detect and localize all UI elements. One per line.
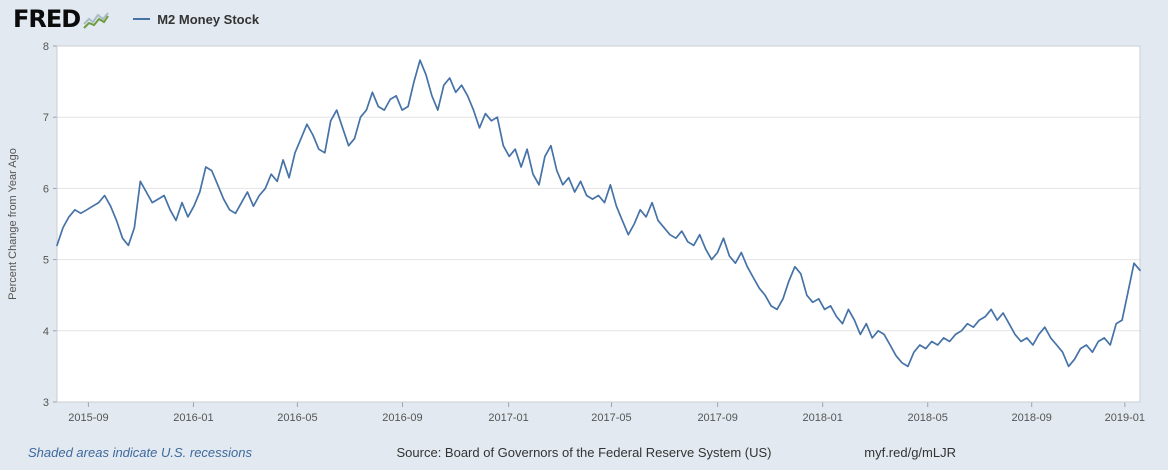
svg-text:7: 7 xyxy=(43,112,49,124)
svg-text:2019-01: 2019-01 xyxy=(1105,412,1145,424)
legend-series-label: M2 Money Stock xyxy=(157,11,260,27)
chart-plot-canvas: Percent Change from Year Ago 3 4 5 6 7 8 2015-… xyxy=(7,41,1145,424)
svg-text:2017-05: 2017-05 xyxy=(591,412,631,424)
svg-text:2017-01: 2017-01 xyxy=(488,412,528,424)
svg-text:6: 6 xyxy=(43,183,49,195)
legend-line-swatch xyxy=(133,18,151,20)
svg-text:5: 5 xyxy=(43,255,49,267)
chart-footer: Shaded areas indicate U.S. recessions So… xyxy=(0,440,1168,470)
svg-text:2018-09: 2018-09 xyxy=(1012,412,1052,424)
svg-text:2018-05: 2018-05 xyxy=(908,412,948,424)
legend[interactable]: M2 Money Stock xyxy=(133,12,259,27)
fred-logo[interactable]: FRED xyxy=(13,5,110,33)
svg-text:4: 4 xyxy=(43,326,49,338)
svg-text:2016-05: 2016-05 xyxy=(277,412,317,424)
chart-header: FRED M2 Money Stock xyxy=(0,0,1168,38)
svg-text:2017-09: 2017-09 xyxy=(697,412,737,424)
plot-background xyxy=(57,46,1140,402)
svg-text:8: 8 xyxy=(43,41,49,53)
y-axis-title: Percent Change from Year Ago xyxy=(7,148,19,300)
svg-text:2015-09: 2015-09 xyxy=(68,412,108,424)
chart-area[interactable]: Percent Change from Year Ago 3 4 5 6 7 8 2015-… xyxy=(0,38,1168,440)
svg-text:2016-01: 2016-01 xyxy=(173,412,213,424)
recession-note-link[interactable]: Shaded areas indicate U.S. recessions xyxy=(28,445,253,460)
svg-text:3: 3 xyxy=(43,397,49,409)
fred-logo-text: FRED xyxy=(13,5,81,33)
short-url-text: myf.red/g/mLJR xyxy=(864,445,956,460)
svg-text:2018-01: 2018-01 xyxy=(802,412,842,424)
svg-text:2016-09: 2016-09 xyxy=(382,412,422,424)
series-line-m2-money-stock xyxy=(56,59,1141,368)
source-text: Source: Board of Governors of the Federa… xyxy=(396,445,772,460)
fred-logo-sparkline-icon xyxy=(83,12,110,29)
